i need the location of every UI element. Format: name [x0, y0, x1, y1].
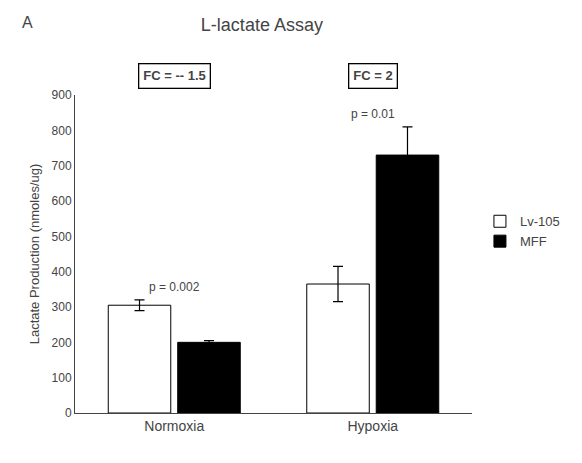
svg-text:L-lactate Assay: L-lactate Assay	[201, 15, 323, 35]
svg-text:800: 800	[52, 124, 72, 138]
svg-text:Lv-105: Lv-105	[520, 214, 560, 229]
svg-text:0: 0	[65, 406, 72, 420]
svg-text:900: 900	[52, 88, 72, 102]
svg-text:FC = -- 1.5: FC = -- 1.5	[143, 68, 206, 83]
svg-text:p = 0.002: p = 0.002	[149, 280, 200, 294]
svg-text:MFF: MFF	[520, 234, 547, 249]
svg-text:700: 700	[52, 159, 72, 173]
svg-text:500: 500	[52, 230, 72, 244]
svg-text:200: 200	[52, 336, 72, 350]
svg-text:FC = 2: FC = 2	[353, 68, 392, 83]
svg-text:Hypoxia: Hypoxia	[347, 418, 398, 434]
svg-text:Normoxia: Normoxia	[144, 418, 204, 434]
svg-text:p = 0.01: p = 0.01	[351, 107, 395, 121]
svg-text:300: 300	[52, 300, 72, 314]
svg-text:Lactate Production (nmoles/ug): Lactate Production (nmoles/ug)	[27, 164, 42, 345]
svg-text:400: 400	[52, 265, 72, 279]
svg-text:100: 100	[52, 371, 72, 385]
svg-text:600: 600	[52, 194, 72, 208]
svg-text:A: A	[22, 14, 33, 31]
